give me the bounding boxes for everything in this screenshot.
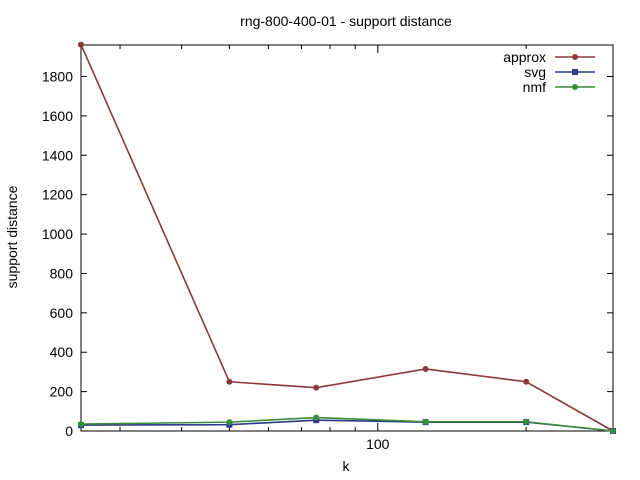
data-point [313,414,320,421]
series-line [80,44,614,432]
plot-frame [80,44,614,432]
data-point [610,428,616,434]
x-tick-label: 100 [366,436,390,452]
series-approx [78,41,616,434]
y-tick-label: 0 [65,423,73,439]
legend-item-svg: svg [524,64,595,80]
x-axis-label: k [343,458,351,474]
legend-marker [572,69,578,75]
y-axis-label: support distance [4,185,20,288]
data-point [422,365,429,372]
y-tick-label: 800 [50,265,74,281]
data-point [78,421,84,428]
legend-label: nmf [523,79,546,95]
data-point [523,418,530,425]
legend-marker [572,84,578,90]
data-point [422,418,429,425]
legend-label: approx [503,49,546,65]
series-nmf [78,414,616,434]
legend-item-nmf: nmf [523,79,595,95]
y-tick-label: 1000 [42,226,73,242]
data-point [78,41,84,48]
legend-item-approx: approx [503,49,595,65]
series-layer [78,41,616,434]
y-tick-label: 400 [50,344,74,360]
data-point [313,384,320,391]
y-tick-label: 200 [50,384,74,400]
chart-title: rng-800-400-01 - support distance [240,13,452,29]
series-line [80,416,614,432]
y-tick-label: 1600 [42,108,73,124]
y-tick-label: 600 [50,305,74,321]
y-tick-label: 1200 [42,187,73,203]
y-tick-label: 1400 [42,147,73,163]
legend-marker [572,54,578,60]
y-tick-label: 1800 [42,69,73,85]
data-point [226,419,233,426]
legend-label: svg [524,64,546,80]
data-point [523,378,530,385]
axes: 0 200 400 600 800 1000 1200 1400 1600 1800 100 [42,44,614,452]
data-point [226,378,233,385]
